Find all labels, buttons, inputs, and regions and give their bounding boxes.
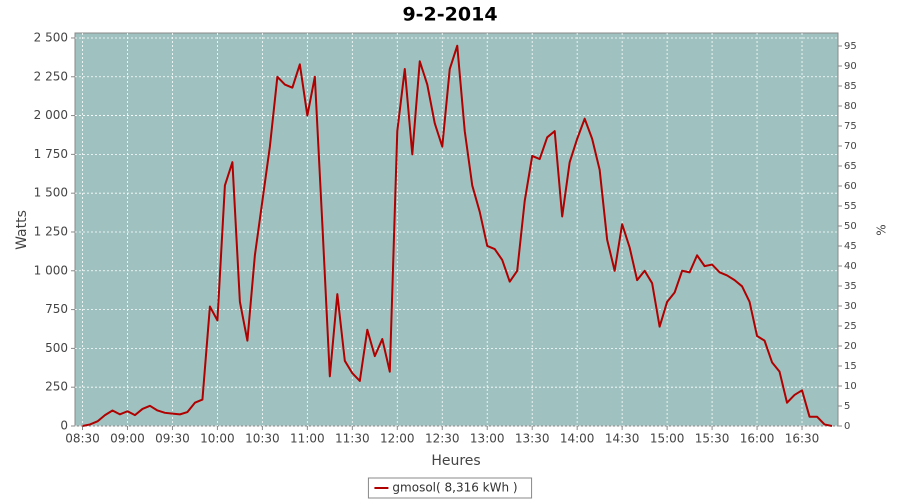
y-tick-label: 250 [45, 380, 68, 394]
y2-tick-label: 45 [844, 241, 857, 252]
y2-tick-label: 25 [844, 321, 857, 332]
x-tick-label: 10:00 [200, 432, 235, 446]
y2-tick-label: 95 [844, 41, 857, 52]
y-axis-label: Watts [14, 210, 30, 250]
y2-tick-label: 75 [844, 121, 857, 132]
x-tick-label: 09:30 [155, 432, 190, 446]
y-tick-label: 1 500 [34, 186, 68, 200]
x-tick-label: 11:00 [290, 432, 325, 446]
y-tick-label: 1 000 [34, 263, 68, 277]
y-tick-label: 750 [45, 302, 68, 316]
y2-tick-label: 5 [844, 401, 850, 412]
y2-tick-label: 60 [844, 181, 857, 192]
y-tick-label: 1 250 [34, 224, 68, 238]
y2-tick-label: 90 [844, 61, 857, 72]
x-tick-label: 10:30 [245, 432, 280, 446]
x-tick-label: 16:00 [740, 432, 775, 446]
y2-tick-label: 40 [844, 261, 857, 272]
x-tick-label: 12:30 [425, 432, 460, 446]
legend-box [367, 477, 533, 499]
x-tick-label: 14:30 [605, 432, 640, 446]
y-tick-label: 2 250 [34, 69, 68, 83]
x-tick-label: 16:30 [785, 432, 820, 446]
y2-axis-label: % [875, 224, 889, 235]
x-axis-label: Heures [431, 453, 480, 469]
plot-area [74, 32, 839, 427]
legend-label: gmosol( 8,316 kWh ) [392, 481, 517, 495]
y-tick-label: 500 [45, 341, 68, 355]
y2-tick-label: 30 [844, 301, 857, 312]
y2-tick-label: 50 [844, 221, 857, 232]
x-tick-label: 13:00 [470, 432, 505, 446]
y2-tick-label: 70 [844, 141, 857, 152]
y-tick-label: 1 750 [34, 147, 68, 161]
series-line [82, 44, 833, 427]
x-tick-label: 15:30 [695, 432, 730, 446]
x-tick-label: 08:30 [65, 432, 100, 446]
y2-tick-label: 35 [844, 281, 857, 292]
x-tick-label: 12:00 [380, 432, 415, 446]
y2-tick-label: 85 [844, 81, 857, 92]
y2-tick-label: 10 [844, 381, 857, 392]
y2-tick-label: 65 [844, 161, 857, 172]
y-tick-label: 0 [60, 419, 68, 433]
x-tick-label: 09:00 [110, 432, 145, 446]
x-tick-label: 14:00 [560, 432, 595, 446]
x-tick-label: 11:30 [335, 432, 370, 446]
y2-tick-label: 55 [844, 201, 857, 212]
x-tick-label: 13:30 [515, 432, 550, 446]
y-tick-label: 2 000 [34, 108, 68, 122]
y2-tick-label: 20 [844, 341, 857, 352]
chart-title: 9-2-2014 [402, 4, 497, 26]
x-tick-label: 15:00 [650, 432, 685, 446]
y2-tick-label: 80 [844, 101, 857, 112]
legend: gmosol( 8,316 kWh ) [367, 477, 533, 499]
y2-tick-label: 15 [844, 361, 857, 372]
y2-tick-label: 0 [844, 421, 850, 432]
y-tick-label: 2 500 [34, 30, 68, 44]
